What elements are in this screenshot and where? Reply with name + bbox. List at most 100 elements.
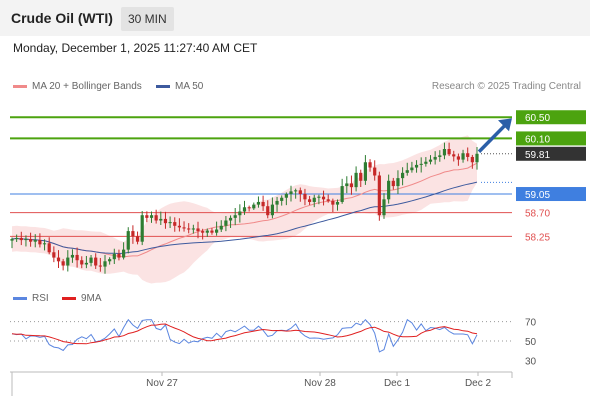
level-label-60.10: 60.10	[525, 134, 550, 145]
candle-body	[321, 196, 326, 200]
candle-body	[154, 215, 158, 221]
candle-body	[233, 215, 237, 218]
candle-body	[270, 204, 274, 216]
candle-body	[19, 237, 23, 241]
candle-body	[89, 257, 93, 263]
candle-body	[456, 156, 460, 160]
copyright-text: Research © 2025 Trading Central	[431, 81, 581, 92]
candle-body	[317, 196, 321, 198]
ma50-line	[11, 181, 478, 255]
x-tick-label: Dec 1	[384, 378, 411, 389]
candle-body	[377, 175, 381, 216]
legend-bollinger: MA 20 + Bollinger Bands	[13, 81, 142, 92]
chart-header: Crude Oil (WTI) 30 MIN	[0, 0, 590, 36]
ma50-swatch	[156, 85, 170, 88]
candle-body	[33, 240, 37, 242]
level-tag-60.50	[516, 110, 586, 125]
legend-rsi-label: RSI	[32, 293, 49, 304]
candle-body	[368, 162, 372, 168]
candle-body	[410, 167, 414, 171]
candle-body	[159, 218, 163, 221]
x-tick-label: Nov 27	[146, 378, 178, 389]
candle-body	[135, 236, 140, 242]
candle-body	[331, 200, 335, 205]
candle-body	[210, 230, 214, 233]
candle-body	[470, 156, 474, 163]
instrument-title: Crude Oil (WTI)	[11, 10, 113, 26]
candle-body	[354, 172, 358, 188]
candle-body	[126, 231, 130, 250]
candle-body	[447, 149, 451, 155]
candle-body	[461, 153, 465, 160]
candle-body	[252, 204, 256, 209]
candle-body	[177, 225, 181, 228]
candle-body	[219, 225, 223, 230]
candle-body	[284, 194, 288, 198]
candle-body	[80, 260, 84, 265]
candle-body	[149, 215, 154, 218]
legend-ma50: MA 50	[156, 81, 203, 92]
candle-body	[387, 180, 391, 200]
level-tag-60.10	[516, 131, 586, 146]
candle-body	[424, 161, 428, 164]
forecast-arrow-head	[498, 118, 512, 132]
x-tick-label: Dec 2	[465, 378, 492, 389]
candle-body	[56, 257, 61, 262]
candle-body	[84, 262, 88, 265]
level-label-60.50: 60.50	[525, 113, 550, 124]
candle-body	[391, 180, 395, 187]
forecast-arrow	[477, 123, 508, 154]
candle-body	[47, 243, 51, 253]
candle-body	[52, 252, 56, 258]
candle-body	[442, 149, 447, 156]
legend-rsi-ma-label: 9MA	[81, 293, 102, 304]
candle-body	[94, 257, 98, 266]
candle-body	[131, 231, 135, 237]
candle-body	[363, 162, 367, 181]
candle-body	[98, 265, 102, 267]
candle-body	[112, 253, 116, 260]
candle-body	[173, 222, 177, 226]
candle-body	[433, 156, 437, 160]
candle-body	[145, 215, 149, 218]
candle-body	[247, 207, 251, 209]
rsi-line	[11, 318, 478, 353]
x-tick-label: Nov 28	[304, 378, 336, 389]
candle-body	[196, 228, 200, 232]
ma20-swatch	[13, 85, 27, 88]
candle-body	[10, 239, 14, 241]
timeframe-button[interactable]: 30 MIN	[121, 7, 174, 31]
candle-body	[103, 261, 107, 267]
candle-body	[122, 249, 126, 258]
rsi-tick-70: 70	[525, 318, 537, 329]
candle-body	[340, 186, 344, 202]
rsi-swatch	[13, 297, 27, 300]
candle-body	[24, 239, 28, 241]
legend-rsi-ma: 9MA	[62, 293, 102, 304]
legend-bollinger-label: MA 20 + Bollinger Bands	[32, 81, 142, 92]
candle-body	[345, 183, 349, 187]
candle-body	[38, 240, 42, 245]
rsi-ma-line	[11, 323, 478, 345]
candle-body	[182, 227, 186, 229]
candle-body	[438, 155, 442, 157]
candle-body	[280, 197, 284, 201]
candle-body	[266, 206, 270, 216]
candle-body	[191, 228, 195, 230]
candle-body	[29, 239, 33, 242]
candle-body	[205, 230, 209, 233]
candle-body	[15, 237, 19, 240]
candle-body	[428, 159, 433, 162]
rsi-tick-30: 30	[525, 356, 537, 367]
candle-body	[140, 215, 144, 242]
candle-body	[228, 217, 233, 221]
candle-body	[261, 201, 265, 207]
candle-body	[405, 170, 409, 173]
candle-body	[326, 199, 330, 201]
level-label-58.25: 58.25	[525, 232, 550, 243]
timestamp: Monday, December 1, 2025 11:27:40 AM CET	[13, 41, 258, 55]
candle-body	[75, 254, 79, 261]
level-tag-59.05	[516, 187, 586, 202]
candle-body	[475, 153, 479, 163]
